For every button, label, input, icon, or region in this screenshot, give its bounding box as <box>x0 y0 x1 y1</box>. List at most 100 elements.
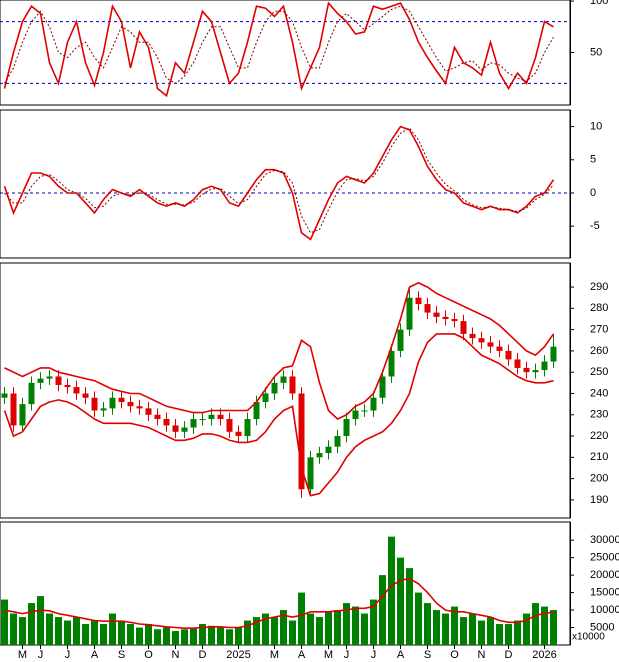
candle-body <box>478 338 485 343</box>
x-tick-label: S <box>424 649 431 661</box>
y-tick-label: 10000 <box>590 604 619 616</box>
x-tick-label: M <box>18 649 27 661</box>
volume-bar <box>253 617 260 645</box>
candle-body <box>550 346 557 362</box>
y-tick-label: 260 <box>590 345 608 357</box>
volume-bar <box>280 610 287 645</box>
candle-body <box>505 350 512 360</box>
volume-bar <box>433 610 440 645</box>
volume-bar <box>100 624 107 645</box>
candle-body <box>208 414 215 420</box>
candle-body <box>163 419 170 426</box>
candle-body <box>316 453 323 458</box>
candle-body <box>424 304 431 313</box>
x-tick-label: J <box>65 649 71 661</box>
candle-body <box>127 401 134 407</box>
volume-bar <box>478 620 485 645</box>
candle-body <box>532 370 539 373</box>
candle-body <box>10 393 17 426</box>
y-tick-label: 210 <box>590 451 608 463</box>
volume-bar <box>469 613 476 645</box>
candle-body <box>253 401 260 420</box>
candle-body <box>46 376 53 379</box>
y-tick-label: 15000 <box>590 586 619 598</box>
volume-bar <box>316 617 323 645</box>
candle-body <box>523 367 530 373</box>
candle-body <box>1 393 8 398</box>
volume-bar <box>199 624 206 645</box>
indicator-line <box>3 333 554 497</box>
x-tick-label: 2026 <box>532 649 556 661</box>
candle-body <box>154 414 161 420</box>
candle-body <box>19 404 26 426</box>
x-tick-label: J <box>38 649 44 661</box>
candle-body <box>37 378 44 383</box>
x-tick-label: O <box>144 649 153 661</box>
candle-body <box>136 406 143 409</box>
volume-bar <box>64 620 71 645</box>
candle-body <box>235 431 242 437</box>
volume-bar <box>451 606 458 645</box>
volume-bar <box>550 610 557 645</box>
candle-body <box>73 387 80 394</box>
volume-bar <box>388 536 395 645</box>
x-tick-label: A <box>397 649 405 661</box>
volume-bar <box>37 596 44 645</box>
candle-body <box>190 419 197 428</box>
candle-body <box>172 425 179 432</box>
y-tick-label: 30000 <box>590 534 619 546</box>
indicator-line <box>4 281 555 420</box>
x-tick-label: A <box>298 649 306 661</box>
candle-body <box>442 316 449 319</box>
indicator-line <box>4 577 554 629</box>
x-tick-label: D <box>505 649 513 661</box>
volume-bar <box>298 592 305 645</box>
candle-body <box>244 419 251 437</box>
indicator-line <box>4 127 554 234</box>
volume-bar <box>415 592 422 645</box>
volume-bar <box>82 624 89 645</box>
x-tick-label: M <box>324 649 333 661</box>
volume-bar <box>505 624 512 645</box>
volume-bar <box>262 613 269 645</box>
y-tick-label: 100 <box>590 0 608 7</box>
y-tick-label: 200 <box>590 473 608 485</box>
volume-bar <box>244 620 251 645</box>
volume-bar <box>145 624 152 645</box>
volume-bar <box>181 629 188 645</box>
panel-frame <box>0 0 571 106</box>
volume-bar <box>406 568 413 645</box>
volume-bar <box>289 620 296 645</box>
y-tick-label: 190 <box>590 494 608 506</box>
candle-body <box>451 318 458 322</box>
y-tick-label: 230 <box>590 409 608 421</box>
y-tick-label: 290 <box>590 281 608 293</box>
candle-body <box>406 297 413 330</box>
volume-bar <box>442 613 449 645</box>
candle-body <box>28 382 35 405</box>
x-tick-label: S <box>118 649 125 661</box>
y-tick-label: 220 <box>590 430 608 442</box>
volume-bar <box>226 629 233 645</box>
candle-body <box>487 342 494 347</box>
candle-body <box>388 350 395 377</box>
candle-body <box>496 346 503 351</box>
volume-bar <box>307 613 314 645</box>
x-tick-label: M <box>270 649 279 661</box>
candle-body <box>91 397 98 411</box>
volume-bar <box>361 613 368 645</box>
indicator-line <box>3 125 555 241</box>
y-tick-label: 50 <box>590 46 602 58</box>
candle-body <box>226 419 233 432</box>
volume-bar <box>163 627 170 645</box>
x-tick-label: 2025 <box>226 649 250 661</box>
y-tick-label: 250 <box>590 366 608 378</box>
volume-bar <box>217 627 224 645</box>
y-tick-label: 20000 <box>590 569 619 581</box>
volume-bar <box>424 603 431 645</box>
volume-bar <box>127 624 134 645</box>
candle-body <box>397 329 404 351</box>
volume-bar <box>190 627 197 645</box>
volume-bar <box>379 575 386 645</box>
y-tick-label: 0 <box>590 187 596 199</box>
